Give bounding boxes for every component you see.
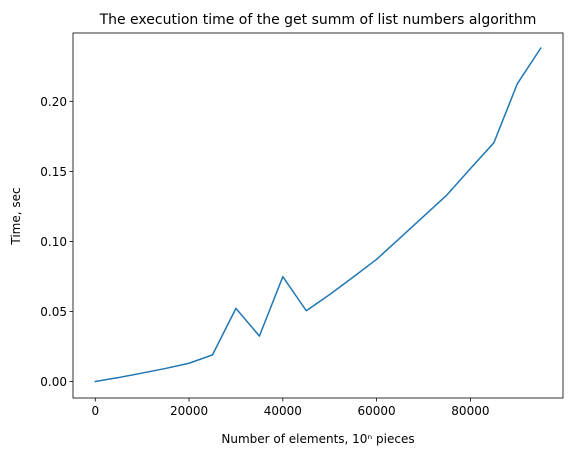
axes-frame [72,32,564,399]
x-tick-label: 80000 [451,404,489,418]
chart-title: The execution time of the get summ of li… [99,12,537,28]
y-tick-label: 0.00 [40,375,67,389]
y-axis-label: Time, sec [9,187,23,245]
x-tick-label: 40000 [264,404,302,418]
x-tick-label: 60000 [358,404,396,418]
x-tick-label: 0 [91,404,99,418]
x-axis-label: Number of elements, 10ⁿ pieces [221,432,414,446]
y-tick-label: 0.10 [40,235,67,249]
series-line-0 [94,47,542,383]
x-tick-label: 20000 [170,404,208,418]
y-tick-label: 0.05 [40,305,67,319]
y-tick-label: 0.20 [40,95,67,109]
y-tick-label: 0.15 [40,165,67,179]
plot-area: 0 20000 40000 60000 80000 0.00 0.05 0.10 0.15 0.2… [40,32,564,418]
